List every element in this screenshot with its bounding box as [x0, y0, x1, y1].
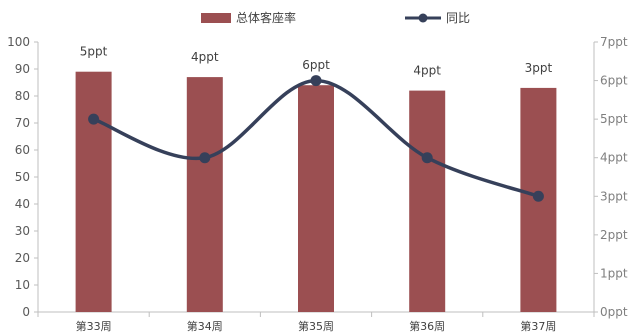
legend-line-label: 同比 — [446, 11, 470, 25]
y-right-tick-label: 7ppt — [600, 35, 628, 49]
yoy-data-label: 4ppt — [191, 50, 219, 64]
yoy-point — [88, 113, 100, 125]
y-right-tick-label: 3ppt — [600, 189, 628, 203]
bar — [298, 85, 334, 312]
y-right-tick-label: 0ppt — [600, 305, 628, 319]
y-right-tick-label: 4ppt — [600, 151, 628, 165]
yoy-point — [532, 190, 544, 202]
y-left-tick-label: 100 — [7, 35, 30, 49]
y-left-tick-label: 90 — [15, 62, 30, 76]
y-right-tick-label: 2ppt — [600, 228, 628, 242]
x-tick-label: 第33周 — [76, 319, 112, 333]
y-left-tick-label: 30 — [15, 224, 30, 238]
y-left-tick-label: 80 — [15, 89, 30, 103]
y-left-tick-label: 40 — [15, 197, 30, 211]
yoy-data-label: 6ppt — [302, 58, 330, 72]
y-right-tick-label: 1ppt — [600, 266, 628, 280]
x-tick-label: 第34周 — [187, 319, 223, 333]
yoy-data-label: 3ppt — [525, 61, 553, 75]
yoy-point — [199, 152, 211, 164]
yoy-point — [421, 152, 433, 164]
x-tick-label: 第35周 — [298, 319, 334, 333]
bar — [409, 90, 446, 312]
yoy-point — [310, 75, 322, 87]
legend-bar-label: 总体客座率 — [236, 10, 296, 25]
y-left-tick-label: 10 — [15, 278, 30, 292]
y-left-tick-label: 50 — [15, 170, 30, 184]
y-right-tick-label: 5ppt — [600, 112, 628, 126]
y-left-tick-label: 20 — [15, 251, 30, 265]
x-tick-label: 第37周 — [520, 319, 556, 333]
legend-line-marker — [418, 13, 428, 23]
bar — [75, 71, 112, 312]
x-tick-label: 第36周 — [409, 319, 445, 333]
y-left-tick-label: 0 — [22, 305, 30, 319]
legend-bar-swatch — [201, 13, 231, 23]
bar — [186, 77, 223, 312]
y-right-tick-label: 6ppt — [600, 74, 628, 88]
y-left-tick-label: 60 — [15, 143, 30, 157]
yoy-data-label: 4ppt — [413, 64, 441, 78]
yoy-data-label: 5ppt — [80, 45, 108, 59]
y-left-tick-label: 70 — [15, 116, 30, 130]
